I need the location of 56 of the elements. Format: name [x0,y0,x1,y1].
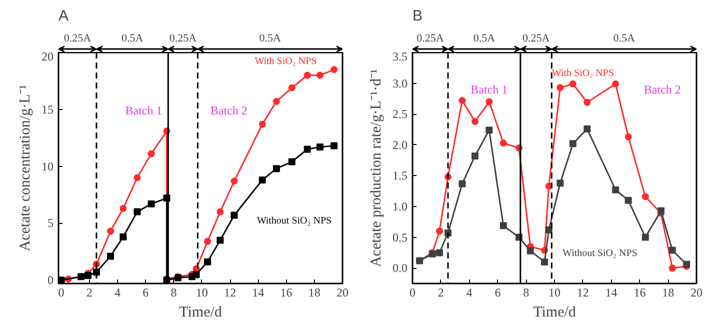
text: 0.25A [416,32,444,44]
series-label: Without SiO₂ NPS [562,248,638,259]
x-tick-label: 18 [308,286,320,300]
text: 0.25A [522,32,550,44]
chart-title: B [412,8,423,24]
text: 0.25A [169,32,197,44]
text: 0.5A [121,32,144,44]
text: 0.5A [259,32,281,44]
x-tick-label: 12 [224,286,236,300]
y-tick-label: 15 [42,102,54,116]
x-tick-label: 2 [438,286,444,300]
annotation: Batch 2 [644,82,681,96]
y-tick-label: 2.5 [392,107,408,122]
series-label: With SiO₂ NPS [552,68,614,79]
annotation: Batch 1 [470,82,508,96]
x-tick-label: 10 [548,286,560,300]
y-tick-label: 2.0 [392,138,408,152]
x-tick-label: 6 [494,286,501,300]
x-tick-label: 16 [634,286,646,300]
y-tick-label: 0.5 [392,230,408,244]
text: 0.25A [64,32,92,44]
x-tick-label: 18 [662,286,674,300]
y-tick-label: 3.0 [392,76,408,90]
x-axis-title: Time/d [533,304,576,320]
x-tick-label: 16 [280,286,292,300]
annotation: Batch 1 [125,103,162,118]
y-axis-title: Acetate production rate/g·L⁻¹·d⁻¹ [368,68,384,268]
x-axis-title: Time/d [179,304,222,320]
y-tick-label: 3.5 [392,50,408,64]
x-tick-label: 12 [576,286,589,300]
y-tick-label: 0 [48,273,54,288]
chart-title: A [58,8,69,24]
x-tick-label: 4 [466,286,472,300]
annotation: Batch 2 [210,103,248,118]
y-tick-label: 0.0 [392,261,408,276]
x-tick-label: 0 [58,286,64,300]
series-label: Without SiO₂ NPS [256,216,332,227]
x-tick-label: 20 [336,286,348,300]
text: 0.5A [613,32,635,44]
y-tick-label: 1.5 [392,168,408,183]
x-tick-label: 14 [605,286,618,300]
y-tick-label: 1.0 [392,200,408,214]
series-label: With SiO₂ NPS [254,56,317,68]
y-tick-label: 10 [42,159,54,174]
x-tick-label: 8 [523,286,530,300]
x-tick-label: 4 [114,286,121,300]
y-tick-label: 5 [48,216,54,230]
y-axis-title: Acetate concentration/g·L⁻¹ [18,84,34,252]
x-tick-label: 10 [196,286,208,300]
text: 0.5A [473,32,496,44]
y-tick-label: 20 [42,50,54,64]
x-tick-label: 6 [142,286,149,300]
x-tick-label: 20 [690,286,702,300]
x-tick-label: 8 [170,286,177,300]
x-tick-label: 14 [252,286,264,300]
x-tick-label: 2 [86,286,92,300]
